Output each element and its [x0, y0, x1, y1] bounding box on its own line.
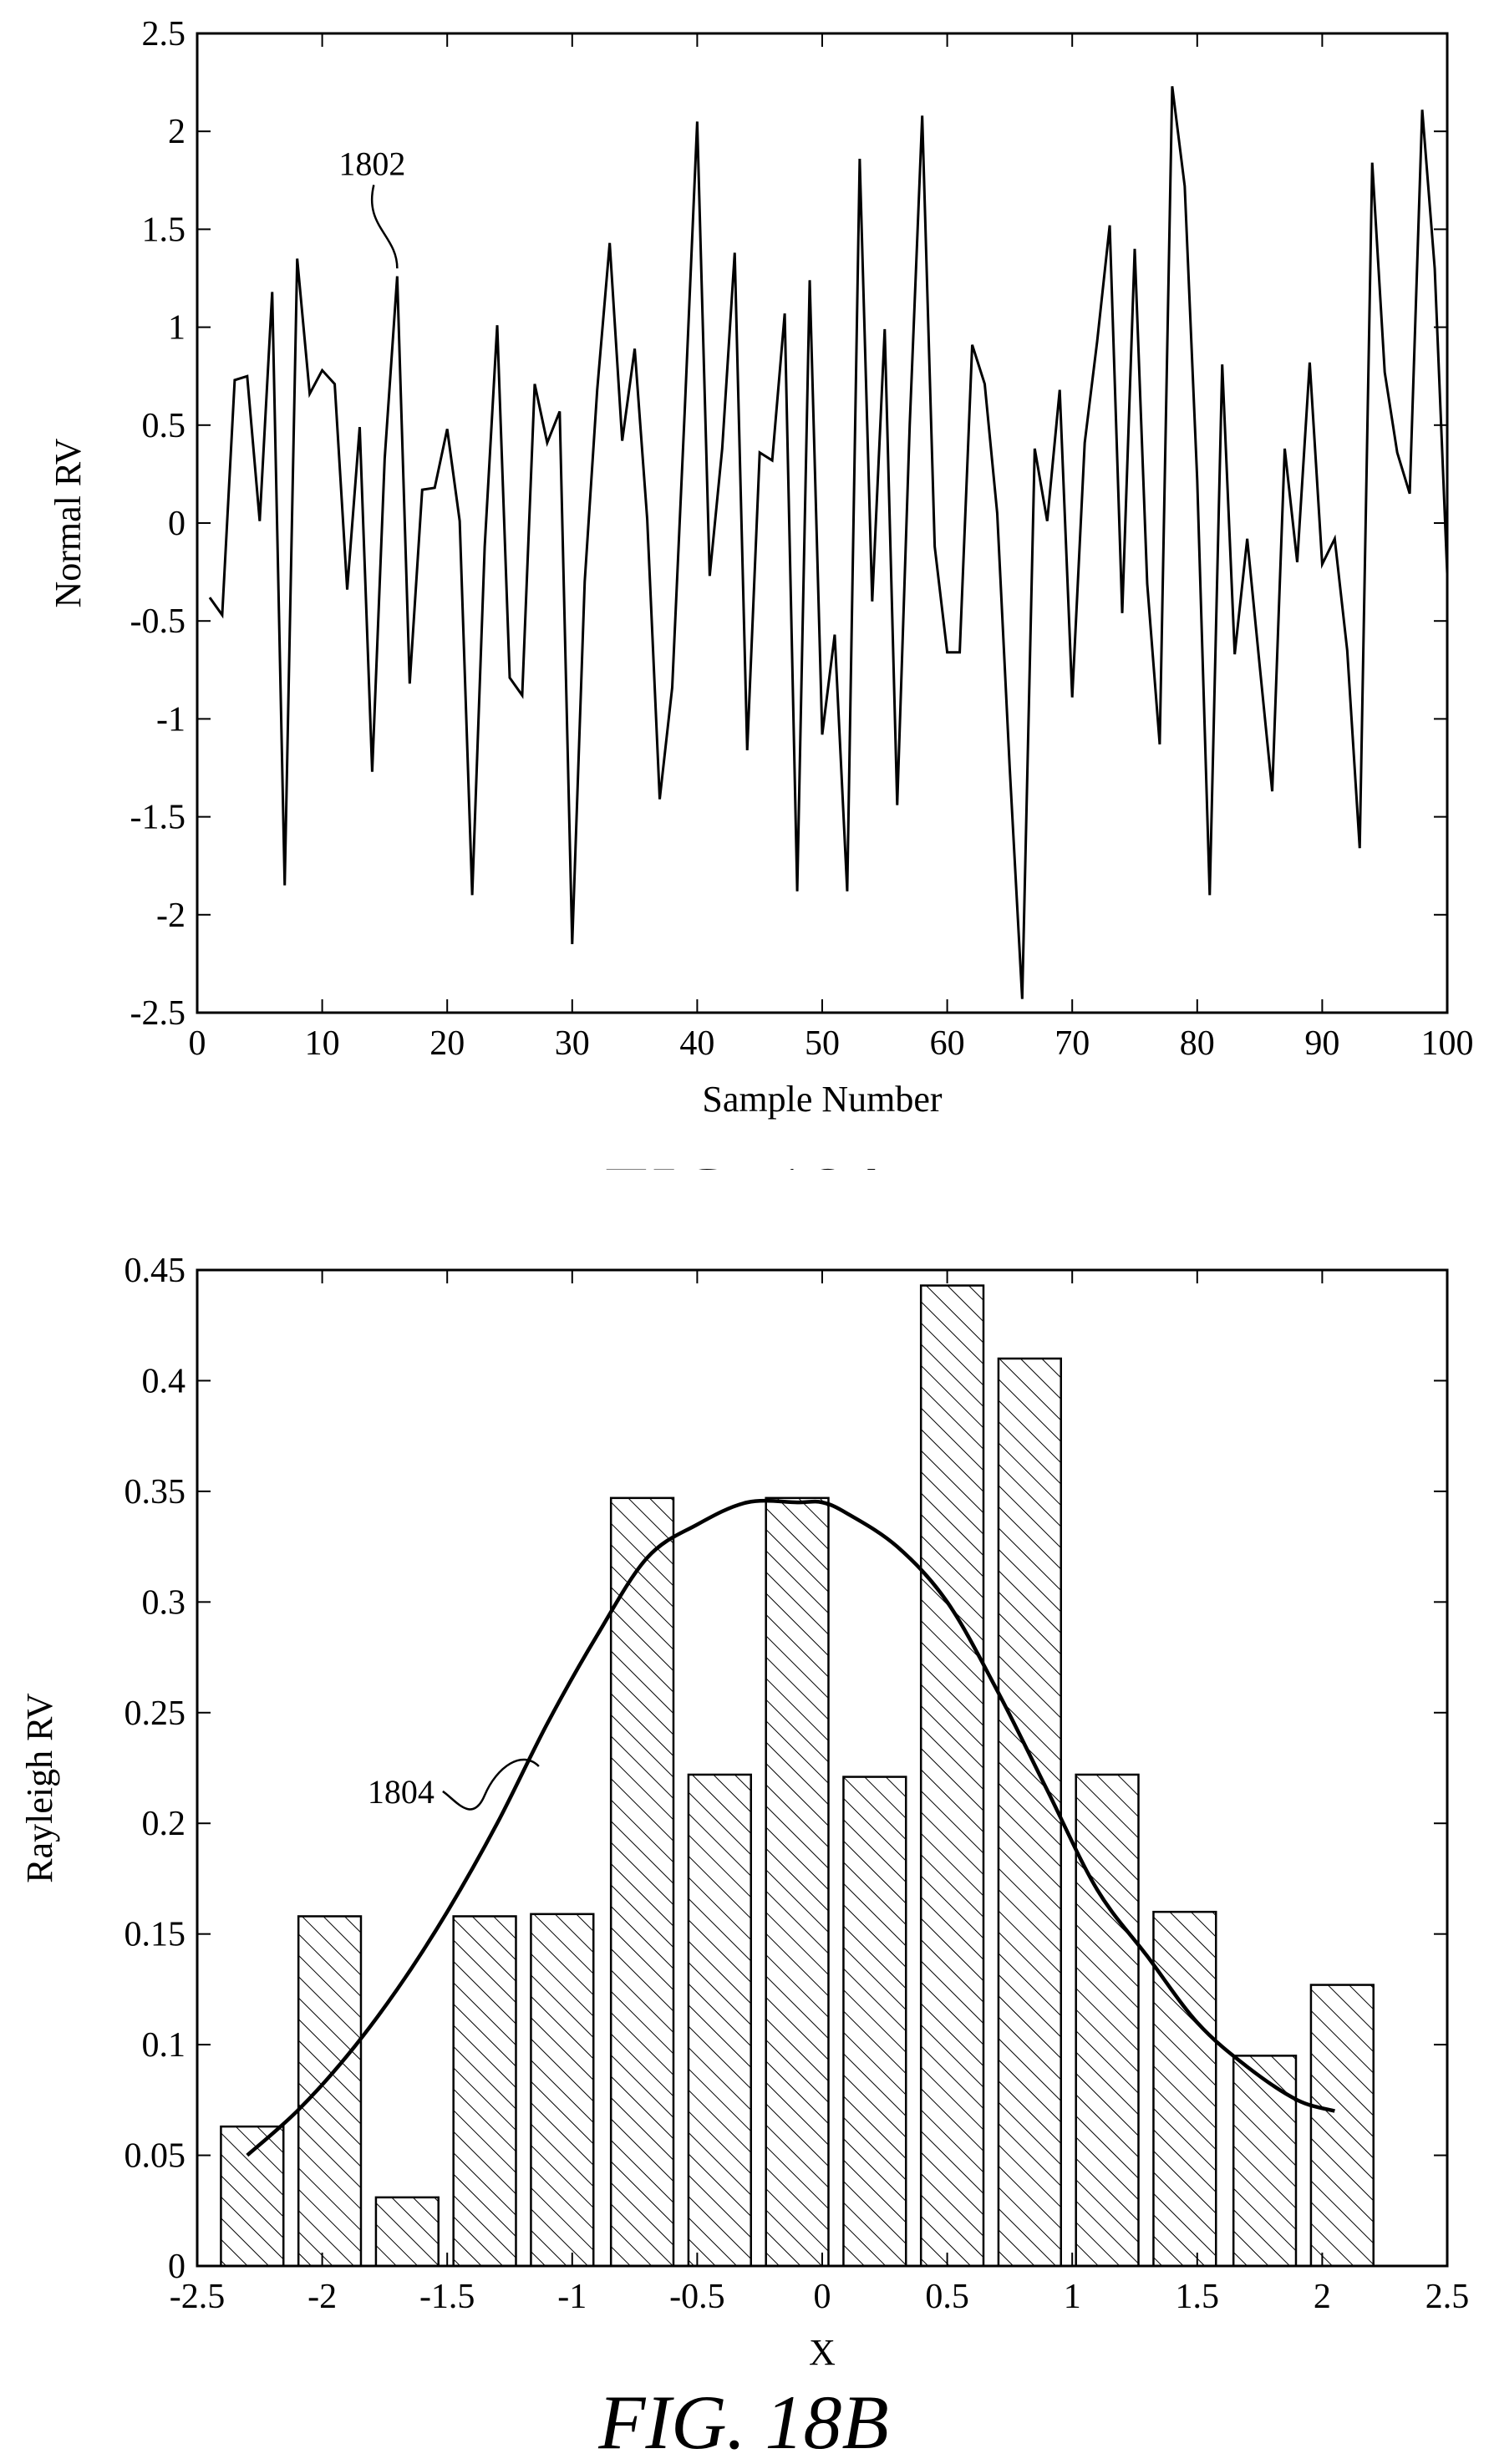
histogram-bar: [1232, 2055, 1298, 2268]
a-y-tick-label: -1.5: [130, 799, 186, 837]
histogram-bar: [530, 1913, 595, 2268]
x-axis-label-b: X: [809, 2332, 836, 2373]
a-x-tick-label: 70: [1054, 1024, 1090, 1063]
b-y-tick-label: 0.15: [125, 1916, 186, 1954]
a-y-tick-label: 1.5: [142, 211, 186, 249]
annotation-leader-1804: [442, 1758, 540, 1811]
b-x-tick-label: 0.5: [925, 2278, 969, 2316]
histogram-bar: [452, 1915, 517, 2268]
a-x-tick-label: 10: [305, 1024, 340, 1063]
figure-caption-a: FIG. 18A: [597, 1151, 889, 1170]
density-fit-curve: [246, 1498, 1335, 2157]
histogram-bar: [1309, 1984, 1375, 2268]
b-x-tick-label: 0: [814, 2278, 831, 2316]
y-axis-label-b: Rayleigh RV: [19, 1693, 60, 1883]
annotation-leader-1802: [371, 184, 399, 269]
a-y-tick-label: -2.5: [130, 994, 186, 1033]
annotation-label-1804: 1804: [368, 1773, 435, 1811]
b-x-tick-label: -2.5: [170, 2278, 226, 2316]
b-y-tick-label: 0.1: [142, 2026, 186, 2065]
a-y-tick-label: 2: [168, 113, 185, 151]
a-y-tick-label: 1: [168, 309, 185, 348]
b-y-tick-label: 0: [168, 2248, 185, 2286]
a-x-tick-label: 40: [679, 1024, 714, 1063]
b-x-tick-label: 1: [1064, 2278, 1081, 2316]
a-y-tick-label: -2: [156, 897, 185, 935]
b-x-tick-label: 2.5: [1425, 2278, 1470, 2316]
histogram-bar: [220, 2125, 285, 2268]
annotation-label-1802: 1802: [338, 145, 405, 182]
normal-rv-series-line: [208, 86, 1449, 999]
b-y-tick-label: 0.05: [125, 2137, 186, 2176]
histogram-bar: [1152, 1910, 1217, 2268]
b-x-tick-label: -1.5: [419, 2278, 475, 2316]
b-x-tick-label: -1: [557, 2278, 587, 2316]
line-chart-normal-rv: 0 10 20 30 40 50 60 70 80 90 100 -2.5 -2 -1.5 -1 -0.5 0 0…: [48, 15, 1474, 1170]
b-y-tick-label: 0.25: [125, 1694, 186, 1733]
b-x-tick-label: -2: [307, 2278, 337, 2316]
a-x-tick-label: 0: [189, 1024, 206, 1063]
b-x-tick-label: 1.5: [1176, 2278, 1220, 2316]
a-x-tick-label: 30: [555, 1024, 590, 1063]
b-y-tick-label: 0.2: [142, 1805, 186, 1843]
b-x-tick-label: -0.5: [669, 2278, 725, 2316]
bar-chart-rayleigh-rv: -2.5 -2 -1.5 -1 -0.5 0 0.5 1 1.5 2 2.5 0 0.05 0.1 0.15…: [19, 1253, 1470, 2464]
b-y-tick-label: 0.35: [125, 1473, 186, 1511]
b-y-tick-label: 0.4: [142, 1362, 186, 1400]
x-axis-label-a: Sample Number: [702, 1079, 943, 1120]
b-x-tick-label: 2: [1314, 2278, 1331, 2316]
histogram-bar: [842, 1776, 907, 2268]
histogram-bar: [687, 1773, 752, 2268]
b-y-tick-label: 0.45: [125, 1253, 186, 1290]
y-axis-label-a: Normal RV: [48, 438, 89, 607]
histogram-bar: [374, 2196, 440, 2268]
a-x-tick-label: 60: [930, 1024, 965, 1063]
a-x-tick-label: 20: [429, 1024, 465, 1063]
histogram-bar: [919, 1284, 985, 2268]
a-x-tick-label: 50: [805, 1024, 840, 1063]
histogram-bar: [997, 1357, 1062, 2268]
a-y-tick-label: 0.5: [142, 407, 186, 445]
a-y-tick-label: 0: [168, 505, 185, 543]
a-y-tick-label: -0.5: [130, 602, 186, 641]
b-y-tick-label: 0.3: [142, 1583, 186, 1622]
a-y-tick-label: -1: [156, 700, 185, 739]
histogram-bar: [1075, 1773, 1140, 2268]
a-y-tick-label: 2.5: [142, 15, 186, 53]
figure-caption-b: FIG. 18B: [597, 2380, 888, 2464]
histogram-bar: [297, 1915, 363, 2268]
a-x-tick-label: 80: [1180, 1024, 1215, 1063]
histogram-bar: [765, 1496, 830, 2268]
histogram-bar: [609, 1496, 675, 2268]
a-x-tick-label: 90: [1304, 1024, 1339, 1063]
a-x-tick-label: 100: [1421, 1024, 1474, 1063]
